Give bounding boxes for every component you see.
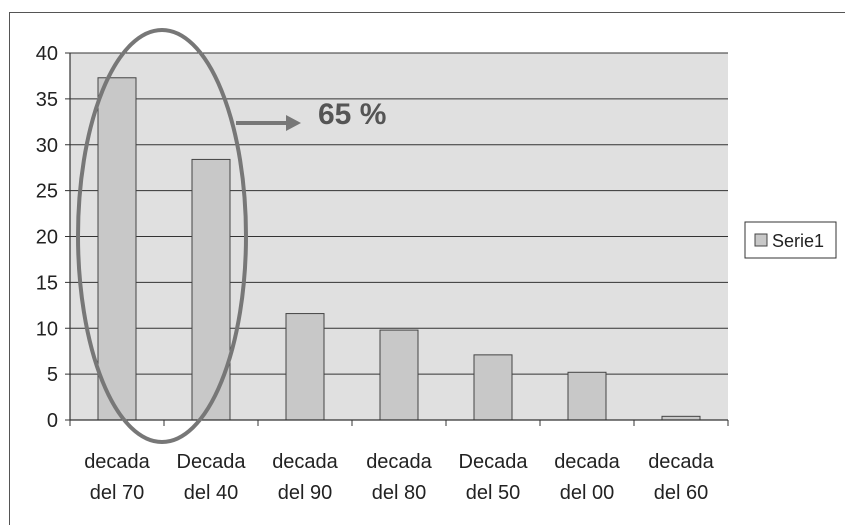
x-tick-label: decada del 70 [84,451,150,504]
legend-label: Serie1 [772,231,824,251]
y-tick-label: 30 [36,135,58,157]
y-tick-label: 15 [36,272,58,294]
x-tick-label: decada del 60 [648,451,714,504]
bar [97,77,137,421]
x-tick-label: decada del 90 [272,451,338,504]
annotation-label: 65 % [318,98,386,131]
highlight-ellipse [76,28,248,444]
y-tick-label: 40 [36,43,58,65]
axes [65,52,729,426]
y-tick-label: 10 [36,318,58,340]
y-tick-label: 25 [36,181,58,203]
x-tick-label: decada del 80 [366,451,432,504]
x-tick-labels: decada del 70 Decada del 40 decada del 90 deca… [84,451,714,504]
y-tick-label: 20 [36,227,58,249]
bar [379,329,419,421]
legend-swatch [754,233,768,247]
y-tick-label: 35 [36,89,58,111]
y-tick-labels: 0 5 10 15 20 25 30 35 40 [36,43,58,432]
annotation-arrow-head [286,115,301,131]
bar [285,313,325,421]
x-tick-label: Decada del 50 [459,451,529,504]
y-tick-label: 5 [47,364,58,386]
annotation-overlay: 65 % [76,28,386,444]
bar [567,371,607,421]
bar [191,158,231,421]
legend: Serie1 [744,221,837,259]
x-tick-label: Decada del 40 [177,451,247,504]
bar [473,354,513,421]
bars [97,77,701,421]
chart-frame [9,12,845,525]
x-tick-label: decada del 00 [554,451,620,504]
y-tick-label: 0 [47,410,58,432]
